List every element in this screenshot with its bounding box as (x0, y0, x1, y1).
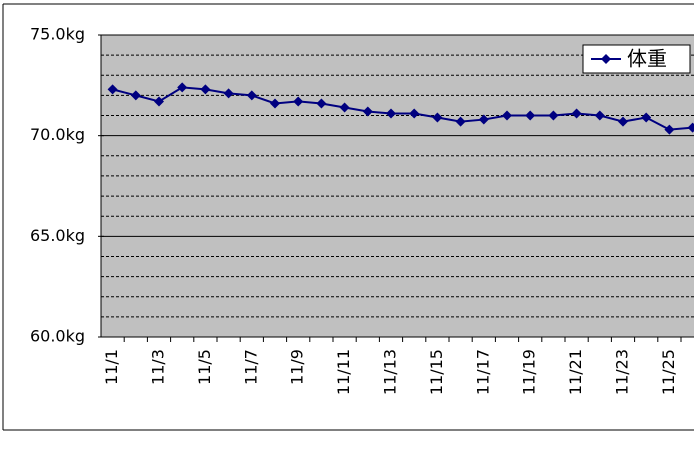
data-point (130, 90, 141, 101)
data-point (339, 102, 350, 113)
data-point (687, 122, 694, 133)
x-tick-label: 11/7 (241, 349, 260, 385)
y-tick-label: 60.0kg (30, 327, 85, 346)
data-point (107, 84, 118, 95)
data-point (594, 110, 605, 121)
y-tick-label: 65.0kg (30, 226, 85, 245)
x-tick-label: 11/9 (288, 349, 307, 385)
data-point (432, 112, 443, 123)
data-point (200, 84, 211, 95)
legend: 体重 (582, 44, 691, 74)
x-tick-label: 11/25 (659, 349, 678, 395)
x-tick-label: 11/19 (520, 349, 539, 395)
data-point (409, 108, 420, 119)
data-point (177, 82, 188, 93)
data-point (502, 110, 512, 121)
x-tick-label: 11/17 (473, 349, 492, 395)
data-point (571, 108, 582, 119)
data-point (641, 112, 652, 123)
plot-area (101, 35, 694, 337)
data-point (548, 110, 559, 121)
data-point (618, 116, 628, 127)
legend-label: 体重 (627, 47, 667, 71)
x-tick-label: 11/5 (195, 349, 214, 385)
x-tick-label: 11/13 (381, 349, 400, 395)
y-tick-label: 75.0kg (30, 25, 85, 44)
x-tick-label: 11/1 (102, 349, 121, 385)
x-tick-label: 11/21 (566, 349, 585, 395)
y-tick-label: 70.0kg (30, 125, 85, 144)
x-tick-label: 11/15 (427, 349, 446, 395)
data-point (455, 116, 466, 127)
data-point (386, 108, 396, 119)
data-point (293, 96, 304, 107)
data-point (246, 90, 257, 101)
x-tick-label: 11/3 (149, 349, 168, 385)
data-point (223, 88, 234, 99)
data-point (525, 110, 536, 121)
data-point (362, 106, 373, 117)
data-point (316, 98, 327, 109)
data-point (478, 114, 489, 125)
data-point (664, 124, 675, 135)
data-point (154, 96, 164, 107)
x-tick-label: 11/11 (334, 349, 353, 395)
data-point (270, 98, 280, 109)
x-tick-label: 11/23 (613, 349, 632, 395)
legend-marker (601, 54, 611, 64)
